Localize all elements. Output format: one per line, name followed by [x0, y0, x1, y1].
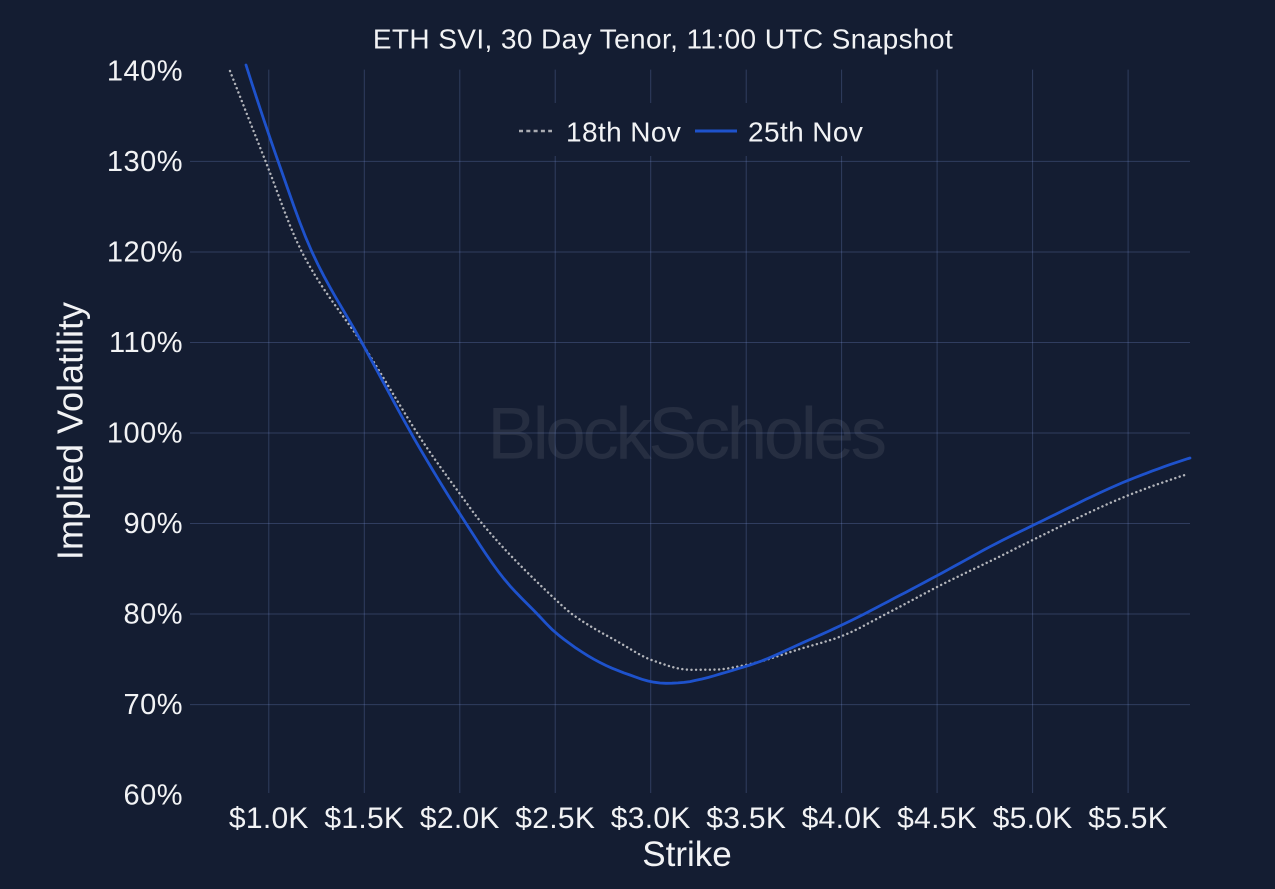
svg-text:$1.0K: $1.0K — [229, 802, 309, 835]
svg-text:ETH SVI, 30 Day Tenor, 11:00 U: ETH SVI, 30 Day Tenor, 11:00 UTC Snapsho… — [373, 24, 953, 55]
svg-text:18th Nov: 18th Nov — [566, 117, 681, 148]
svg-text:Strike: Strike — [642, 835, 731, 874]
svg-text:$1.5K: $1.5K — [324, 802, 404, 835]
svg-text:$2.0K: $2.0K — [420, 802, 500, 835]
svg-text:BlockScholes: BlockScholes — [487, 393, 884, 474]
svg-text:25th Nov: 25th Nov — [748, 117, 863, 148]
svg-text:$4.0K: $4.0K — [802, 802, 882, 835]
svg-text:$3.5K: $3.5K — [706, 802, 786, 835]
svg-text:90%: 90% — [123, 508, 183, 540]
svg-text:70%: 70% — [123, 689, 183, 721]
svg-text:$5.5K: $5.5K — [1088, 802, 1168, 835]
svg-text:$4.5K: $4.5K — [897, 802, 977, 835]
svg-text:80%: 80% — [123, 599, 183, 631]
svg-text:110%: 110% — [109, 327, 183, 359]
svg-text:$2.5K: $2.5K — [515, 802, 595, 835]
svg-text:$3.0K: $3.0K — [611, 802, 691, 835]
svg-text:100%: 100% — [107, 418, 183, 450]
svg-text:120%: 120% — [107, 237, 183, 269]
svg-text:140%: 140% — [107, 55, 183, 87]
svg-text:Implied Volatility: Implied Volatility — [50, 302, 91, 560]
svg-text:$5.0K: $5.0K — [993, 802, 1073, 835]
svg-text:130%: 130% — [107, 146, 183, 178]
svg-text:60%: 60% — [123, 780, 183, 812]
